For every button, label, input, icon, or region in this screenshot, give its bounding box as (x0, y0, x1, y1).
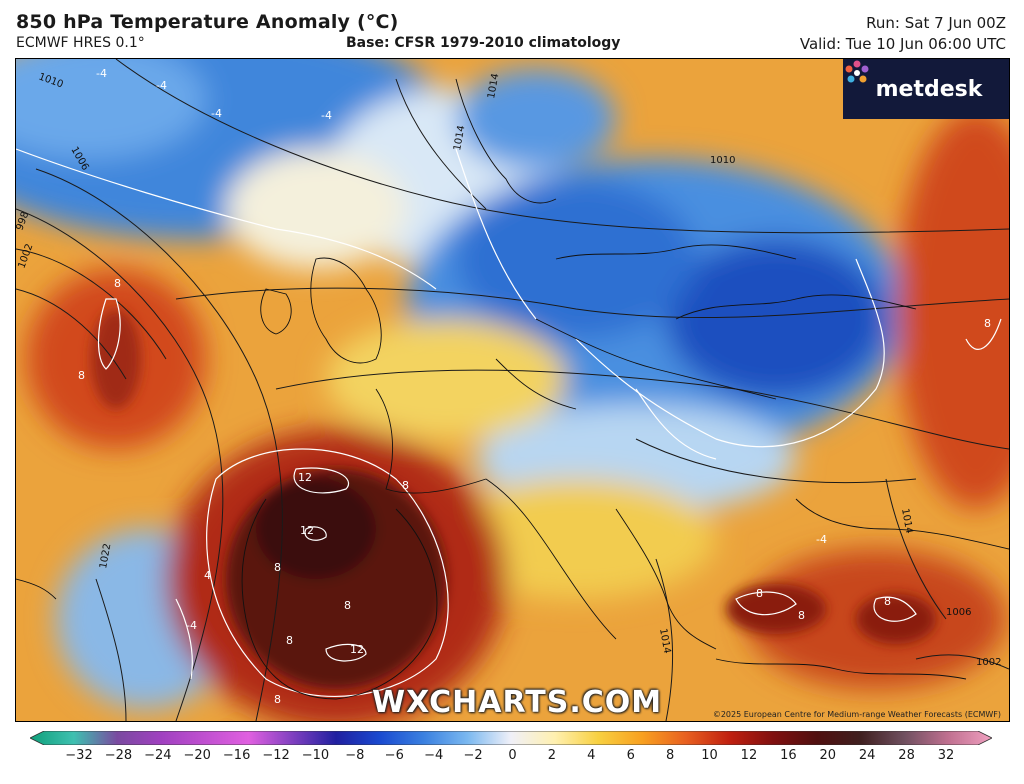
colorbar-tick-label: −4 (424, 748, 444, 763)
model-label: ECMWF HRES 0.1° (16, 35, 145, 51)
colorbar-tick-label: 12 (740, 748, 758, 763)
colorbar-tick-label: 8 (665, 748, 675, 763)
isobar-label: 1014 (486, 73, 501, 100)
colorbar-tick-label: −10 (301, 748, 330, 763)
anomaly-label: 12 (300, 524, 314, 537)
anomaly-label: -4 (321, 109, 332, 122)
anomaly-label: -4 (96, 67, 107, 80)
colorbar-tick-label: −6 (384, 748, 404, 763)
brand-name: metdesk (875, 76, 983, 102)
anomaly-label: 8 (286, 634, 293, 647)
watermark: WXCHARTS.COM (372, 685, 663, 720)
anomaly-label: -4 (211, 107, 222, 120)
anomaly-label: 4 (204, 569, 211, 582)
colorbar-tick-label: 2 (547, 748, 557, 763)
colorbar-tick-label: 6 (626, 748, 635, 763)
anomaly-label: 8 (884, 595, 891, 608)
valid-label: Valid: Tue 10 Jun 06:00 UTC (799, 35, 1006, 53)
colorbar-tick-label: −12 (262, 748, 290, 763)
colorbar-tick-label: −16 (222, 748, 251, 763)
isobar-label: 1014 (452, 125, 467, 152)
isobar-label: 1014 (657, 628, 672, 655)
anomaly-label: 8 (78, 369, 85, 382)
anomaly-label-group: -4 -4 -4 -4 -4 4 8 8 8 8 8 8 8 8 8 8 8 1… (78, 67, 991, 706)
colorbar-tick-label: 20 (819, 748, 837, 763)
anomaly-label: 8 (798, 609, 805, 622)
anomaly-label: 8 (114, 277, 121, 290)
anomaly-label: 8 (274, 561, 281, 574)
base-label: Base: CFSR 1979-2010 climatology (346, 35, 621, 51)
colorbar-ticks: −32 −28 −24 −20 −16 −12 −10 −8 −6 −4 −2 0 2 4 6 8 10 12 16… (0, 748, 1024, 768)
metdesk-logo: metdesk (843, 59, 1009, 119)
anomaly-label: 12 (298, 471, 312, 484)
colorbar-strip (30, 731, 992, 745)
anomaly-label: 8 (984, 317, 991, 330)
isobar-label: 1014 (899, 508, 914, 535)
anomaly-label: 8 (344, 599, 351, 612)
anomaly-label: 8 (274, 693, 281, 706)
map-canvas: -4 -4 -4 -4 -4 4 8 8 8 8 8 8 8 8 8 8 8 1… (16, 59, 1009, 721)
colorbar (30, 731, 992, 745)
colorbar-tick-label: −28 (104, 748, 133, 763)
metdesk-flower-icon (845, 60, 869, 83)
coastlines (16, 78, 1009, 700)
anomaly-label: 8 (402, 479, 409, 492)
colorbar-tick-label: 16 (780, 748, 797, 763)
chart-title: 850 hPa Temperature Anomaly (°C) (16, 11, 399, 33)
anomaly-label: -4 (186, 619, 197, 632)
anomaly-map: -4 -4 -4 -4 -4 4 8 8 8 8 8 8 8 8 8 8 8 1… (15, 58, 1010, 722)
isobar-label: 1010 (710, 155, 735, 166)
colorbar-tick-label: −32 (65, 748, 93, 763)
colorbar-tick-label: 10 (701, 748, 718, 763)
anomaly-label: 12 (350, 643, 364, 656)
isobar-label: 1022 (98, 543, 113, 570)
header: 850 hPa Temperature Anomaly (°C) ECMWF H… (0, 0, 1024, 58)
anomaly-label: -4 (156, 79, 167, 92)
anomaly-label: -4 (816, 533, 827, 546)
anomaly-label: 8 (756, 587, 763, 600)
anomaly-contours (16, 148, 1002, 697)
colorbar-tick-label: −2 (463, 748, 483, 763)
isobar-label: 1002 (976, 657, 1001, 668)
colorbar-tick-label: 0 (508, 748, 517, 763)
colorbar-tick-label: 24 (858, 748, 876, 763)
copyright-notice: ©2025 European Centre for Medium-range W… (712, 710, 1001, 719)
isobars (16, 59, 1009, 721)
colorbar-tick-label: −8 (345, 748, 365, 763)
isobar-label: 1006 (946, 607, 971, 618)
colorbar-tick-label: 28 (898, 748, 915, 763)
colorbar-tick-label: −20 (183, 748, 211, 763)
run-label: Run: Sat 7 Jun 00Z (866, 14, 1006, 32)
colorbar-tick-label: 32 (937, 748, 955, 763)
colorbar-tick-label: 4 (587, 748, 596, 763)
colorbar-tick-label: −24 (144, 748, 172, 763)
